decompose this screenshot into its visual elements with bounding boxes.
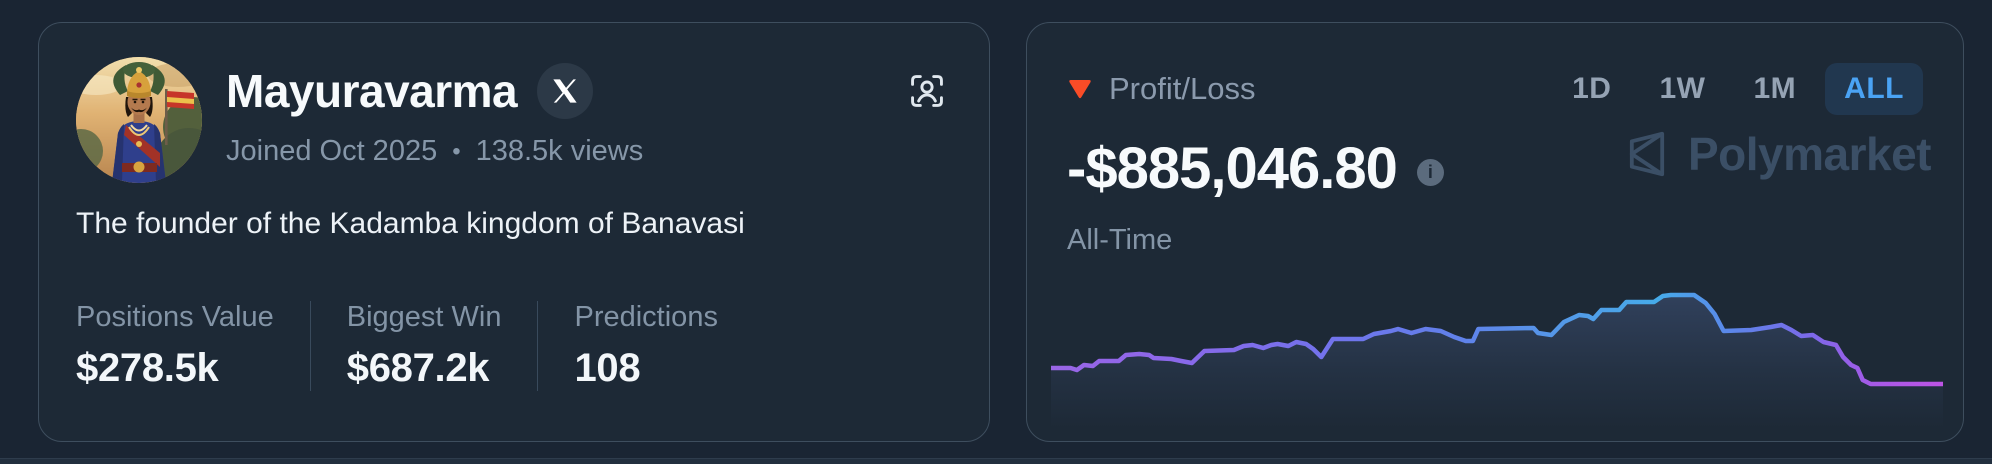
timeframe-1d[interactable]: 1D bbox=[1553, 63, 1630, 115]
joined-date: Joined Oct 2025 bbox=[226, 135, 438, 167]
pnl-line bbox=[1051, 292, 1943, 387]
stat-value: $278.5k bbox=[76, 345, 219, 390]
stat-positions-value: Positions Value $278.5k bbox=[76, 300, 311, 391]
profile-meta: Joined Oct 2025 • 138.5k views bbox=[226, 135, 643, 168]
stat-value: 108 bbox=[574, 345, 641, 390]
views-count: 138.5k views bbox=[475, 135, 644, 167]
profile-stats: Positions Value $278.5k Biggest Win $687… bbox=[76, 300, 952, 391]
avatar-illustration bbox=[76, 57, 202, 183]
stat-label: Positions Value bbox=[76, 300, 274, 333]
stat-label: Biggest Win bbox=[346, 300, 502, 333]
profile-bio: The founder of the Kadamba kingdom of Ba… bbox=[76, 207, 745, 240]
section-bottom-divider bbox=[0, 458, 1992, 464]
avatar bbox=[76, 57, 202, 183]
stat-value: $687.2k bbox=[346, 345, 490, 390]
timeframe-1w[interactable]: 1W bbox=[1640, 63, 1724, 115]
pnl-value: -$885,046.80 bbox=[1067, 136, 1398, 201]
profile-head: Mayuravarma Joined Oct 2025 • 138.5k vie… bbox=[226, 57, 643, 168]
profile-card: Mayuravarma Joined Oct 2025 • 138.5k vie… bbox=[38, 22, 990, 442]
timeframe-1m[interactable]: 1M bbox=[1734, 63, 1815, 115]
pnl-chart[interactable] bbox=[1051, 285, 1943, 441]
pnl-header: Profit/Loss 1D 1W 1M ALL bbox=[1067, 63, 1923, 115]
stat-label: Predictions bbox=[574, 300, 718, 333]
info-icon[interactable]: i bbox=[1416, 158, 1444, 186]
x-logo-icon bbox=[553, 79, 577, 103]
x-social-badge[interactable] bbox=[537, 63, 594, 119]
profile-scan-button[interactable] bbox=[907, 71, 947, 111]
timeframe-selector: 1D 1W 1M ALL bbox=[1553, 63, 1923, 115]
profile-name: Mayuravarma bbox=[226, 64, 518, 117]
timeframe-all[interactable]: ALL bbox=[1825, 63, 1923, 115]
pnl-title: Profit/Loss bbox=[1109, 71, 1256, 106]
stat-predictions: Predictions 108 bbox=[574, 301, 717, 391]
pnl-title-group: Profit/Loss bbox=[1067, 71, 1255, 107]
pnl-value-row: -$885,046.80 i bbox=[1067, 136, 1923, 201]
pnl-card: Profit/Loss 1D 1W 1M ALL -$885,046.80 i … bbox=[1026, 22, 1964, 442]
person-scan-icon bbox=[911, 75, 943, 107]
loss-triangle-icon bbox=[1069, 80, 1091, 99]
pnl-period-label: All-Time bbox=[1067, 223, 1173, 256]
meta-separator: • bbox=[452, 137, 461, 165]
stat-biggest-win: Biggest Win $687.2k bbox=[346, 300, 539, 391]
profile-header: Mayuravarma Joined Oct 2025 • 138.5k vie… bbox=[76, 57, 952, 183]
